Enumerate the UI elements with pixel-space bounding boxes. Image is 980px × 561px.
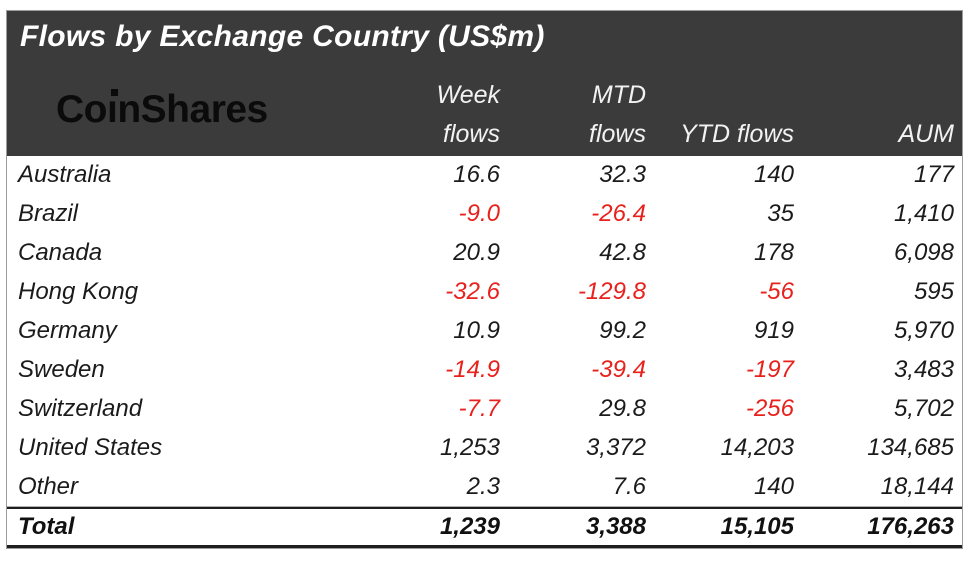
country-cell: Switzerland: [18, 394, 143, 422]
aum-cell: 6,098: [893, 239, 954, 267]
week-flows-cell: -32.6: [445, 278, 500, 306]
column-header-mtd-line1: MTD: [591, 81, 646, 109]
table-row: Brazil -9.0 -26.4 35 1,410: [7, 195, 962, 234]
column-header-week-flows: Week flows: [347, 76, 500, 154]
country-cell: Sweden: [18, 355, 105, 383]
ytd-flows-cell: -197: [745, 355, 794, 383]
logo-text-post: nShares: [117, 88, 268, 131]
total-aum: 176,263: [867, 513, 954, 541]
column-header-week-line2: flows: [443, 120, 500, 148]
table-row: Australia 16.6 32.3 140 177: [7, 156, 962, 195]
week-flows-cell: 20.9: [453, 239, 500, 267]
column-header-mtd-line2: flows: [589, 120, 646, 148]
week-flows-cell: -7.7: [458, 394, 500, 422]
week-flows-cell: 1,253: [439, 433, 500, 461]
column-header-row: Coı nShares Week flows MTD flows YTD flow…: [7, 76, 962, 156]
week-flows-cell: -14.9: [445, 355, 500, 383]
table-header: Flows by Exchange Country (US$m) Coı nSha…: [7, 11, 962, 156]
week-flows-cell: 2.3: [466, 472, 500, 500]
total-ytd-flows: 15,105: [720, 513, 794, 541]
column-header-ytd-flows: YTD flows: [680, 120, 794, 148]
ytd-flows-cell: 140: [753, 472, 794, 500]
aum-cell: 1,410: [893, 200, 954, 228]
table-row: Canada 20.9 42.8 178 6,098: [7, 234, 962, 273]
column-header-week-line1: Week: [436, 81, 500, 109]
table-body: Australia 16.6 32.3 140 177 Brazil -9.0 …: [7, 156, 962, 508]
column-header-aum: AUM: [898, 120, 954, 148]
table-row: Sweden -14.9 -39.4 -197 3,483: [7, 350, 962, 389]
total-week-flows: 1,239: [439, 513, 500, 541]
table-row: Switzerland -7.7 29.8 -256 5,702: [7, 389, 962, 428]
aum-cell: 177: [913, 161, 954, 189]
aum-cell: 5,970: [893, 317, 954, 344]
mtd-flows-cell: -39.4: [591, 355, 646, 383]
mtd-flows-cell: 42.8: [599, 239, 646, 267]
total-mtd-flows: 3,388: [585, 513, 646, 541]
country-cell: Germany: [18, 317, 117, 344]
coinshares-logo: Coı nShares: [7, 88, 347, 132]
total-row: Total 1,239 3,388 15,105 176,263: [7, 507, 962, 549]
ytd-flows-cell: -56: [759, 278, 794, 306]
logo-i-glyph: ı: [107, 88, 118, 131]
ytd-flows-cell: 14,203: [720, 433, 794, 461]
flows-table-card: Flows by Exchange Country (US$m) Coı nSha…: [6, 10, 963, 550]
country-cell: Hong Kong: [18, 278, 139, 306]
country-cell: Australia: [18, 161, 112, 189]
total-label: Total: [18, 513, 75, 541]
table-row: Hong Kong -32.6 -129.8 -56 595: [7, 273, 962, 312]
table-row: United States 1,253 3,372 14,203 134,685: [7, 428, 962, 467]
week-flows-cell: 10.9: [453, 317, 500, 344]
ytd-flows-cell: 178: [753, 239, 794, 267]
mtd-flows-cell: 7.6: [612, 472, 646, 500]
mtd-flows-cell: 3,372: [585, 433, 646, 461]
aum-cell: 5,702: [893, 394, 954, 422]
aum-cell: 595: [913, 278, 954, 306]
mtd-flows-cell: 99.2: [599, 317, 646, 344]
country-cell: United States: [18, 433, 163, 461]
logo-i-dot: [111, 89, 118, 96]
ytd-flows-cell: 919: [753, 317, 794, 344]
country-cell: Other: [18, 472, 79, 500]
week-flows-cell: -9.0: [458, 200, 500, 228]
ytd-flows-cell: 35: [767, 200, 794, 228]
table-row: Other 2.3 7.6 140 18,144: [7, 467, 962, 506]
page-title: Flows by Exchange Country (US$m): [20, 20, 545, 53]
aum-cell: 3,483: [893, 355, 954, 383]
table-row: Germany 10.9 99.2 919 5,970: [7, 312, 962, 351]
mtd-flows-cell: 29.8: [599, 394, 646, 422]
country-cell: Brazil: [18, 200, 79, 228]
ytd-flows-cell: -256: [745, 394, 794, 422]
country-cell: Canada: [18, 239, 103, 267]
ytd-flows-cell: 140: [753, 161, 794, 189]
logo-text-pre: Co: [56, 88, 108, 131]
mtd-flows-cell: -129.8: [577, 278, 646, 306]
week-flows-cell: 16.6: [453, 161, 500, 189]
column-header-mtd-flows: MTD flows: [500, 76, 646, 154]
mtd-flows-cell: -26.4: [591, 200, 646, 228]
aum-cell: 18,144: [880, 472, 954, 500]
aum-cell: 134,685: [867, 433, 954, 461]
mtd-flows-cell: 32.3: [599, 161, 646, 189]
